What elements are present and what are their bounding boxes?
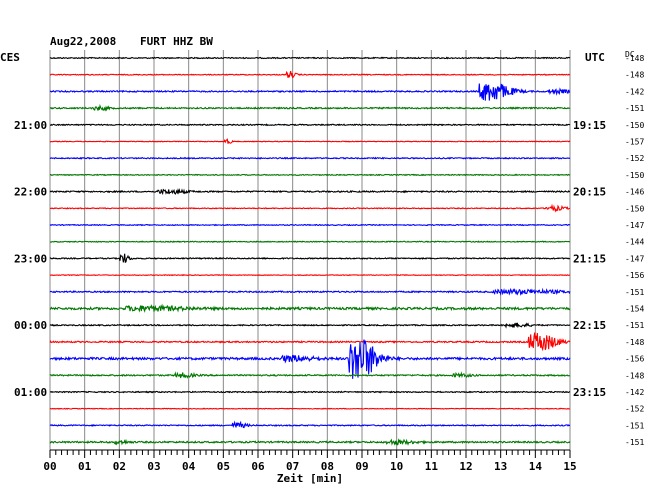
x-axis-title: Zeit [min] — [277, 472, 343, 485]
dc-value-label: -152 — [625, 154, 644, 163]
dc-value-label: -151 — [625, 438, 644, 447]
seismic-trace — [49, 138, 571, 144]
left-time-label: 22:00 — [14, 186, 47, 199]
right-time-label: 19:15 — [573, 119, 606, 132]
dc-value-label: -148 — [625, 54, 644, 63]
right-time-label: 20:15 — [573, 186, 606, 199]
seismic-trace — [49, 123, 571, 127]
dc-value-label: -157 — [625, 138, 644, 147]
x-tick-label: 06 — [251, 460, 265, 473]
seismic-trace — [49, 70, 571, 79]
seismic-trace — [49, 371, 571, 379]
seismic-trace — [49, 156, 571, 160]
seismic-trace — [49, 390, 571, 394]
dc-value-label: -144 — [625, 238, 644, 247]
left-timezone-label: CES — [0, 51, 20, 64]
seismic-trace — [49, 322, 571, 329]
seismic-trace — [49, 203, 571, 213]
dc-value-label: -147 — [625, 254, 644, 263]
dc-value-label: -146 — [625, 188, 644, 197]
dc-value-label: -151 — [625, 421, 644, 430]
seismic-trace — [49, 187, 571, 196]
seismic-trace — [49, 332, 571, 352]
x-tick-label: 10 — [390, 460, 403, 473]
x-tick-label: 04 — [182, 460, 196, 473]
right-time-labels: 19:15 20:15 21:15 22:15 23:15 — [573, 119, 606, 399]
dc-value-label: -148 — [625, 338, 644, 347]
right-time-label: 22:15 — [573, 319, 606, 332]
x-tick-label: 09 — [355, 460, 368, 473]
x-tick-label: 03 — [147, 460, 160, 473]
seismic-trace — [49, 223, 571, 227]
x-tick-label: 15 — [563, 460, 576, 473]
left-time-labels: 21:00 22:00 23:00 00:00 01:00 — [14, 119, 47, 399]
x-tick-label: 12 — [459, 460, 472, 473]
right-time-label: 21:15 — [573, 252, 606, 265]
dc-value-label: -147 — [625, 221, 644, 230]
time-grid — [49, 50, 571, 450]
seismic-trace — [49, 287, 571, 296]
x-tick-label: 05 — [217, 460, 230, 473]
dc-value-label: -150 — [625, 171, 644, 180]
dc-value-label: -150 — [625, 204, 644, 213]
date-label: Aug22,2008 — [50, 35, 116, 48]
x-tick-label: 08 — [321, 460, 334, 473]
left-time-label: 00:00 — [14, 319, 47, 332]
dc-value-label: -154 — [625, 305, 644, 314]
dc-value-label: -142 — [625, 388, 644, 397]
dc-value-label: -156 — [625, 355, 644, 364]
x-tick-label: 02 — [113, 460, 126, 473]
dc-value-label: -148 — [625, 71, 644, 80]
right-time-label: 23:15 — [573, 386, 606, 399]
station-label: FURT HHZ BW — [140, 35, 213, 48]
right-timezone-label: UTC — [585, 51, 605, 64]
dc-value-label: -150 — [625, 121, 644, 130]
left-time-label: 21:00 — [14, 119, 47, 132]
seismic-trace — [49, 407, 571, 410]
x-axis: 00 01 02 03 04 05 06 07 08 09 10 11 12 13 14 15 — [43, 449, 577, 473]
seismic-trace — [49, 420, 571, 429]
seismic-trace — [49, 253, 571, 264]
seismic-trace — [49, 56, 571, 60]
x-tick-label: 14 — [529, 460, 543, 473]
dc-header-label: DC — [625, 50, 635, 59]
seismic-trace — [49, 173, 571, 177]
seismic-trace — [49, 240, 571, 243]
x-tick-label: 13 — [494, 460, 507, 473]
x-tick-label: 07 — [286, 460, 299, 473]
trace-group — [49, 56, 571, 446]
dc-value-label: -148 — [625, 371, 644, 380]
dc-value-label: -151 — [625, 104, 644, 113]
seismic-trace — [49, 274, 571, 277]
left-time-label: 23:00 — [14, 252, 47, 265]
dc-value-label: -142 — [625, 87, 644, 96]
seismic-trace — [49, 103, 571, 112]
seismic-trace — [49, 339, 571, 379]
dc-value-label: -152 — [625, 405, 644, 414]
x-tick-label: 00 — [43, 460, 56, 473]
x-tick-label: 01 — [78, 460, 92, 473]
seismic-trace — [49, 438, 571, 446]
seismic-trace — [49, 83, 571, 101]
dc-value-label: -156 — [625, 271, 644, 280]
left-time-label: 01:00 — [14, 386, 47, 399]
x-tick-label: 11 — [425, 460, 439, 473]
dc-value-label: -151 — [625, 288, 644, 297]
dc-value-label: -151 — [625, 321, 644, 330]
seismic-trace — [49, 303, 571, 313]
dc-value-labels: -148 -148 -142 -151 -150 -157 -152 -150 -146 -150… — [625, 54, 644, 447]
